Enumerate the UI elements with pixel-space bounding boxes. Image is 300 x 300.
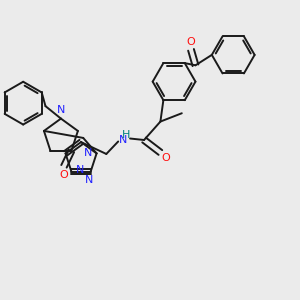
Text: N: N bbox=[84, 148, 92, 158]
Text: O: O bbox=[161, 153, 170, 164]
Text: O: O bbox=[60, 169, 68, 180]
Text: O: O bbox=[187, 37, 195, 46]
Text: N: N bbox=[118, 135, 127, 145]
Text: H: H bbox=[122, 130, 130, 140]
Text: N: N bbox=[85, 175, 93, 185]
Text: N: N bbox=[57, 105, 65, 115]
Text: N: N bbox=[76, 165, 84, 175]
